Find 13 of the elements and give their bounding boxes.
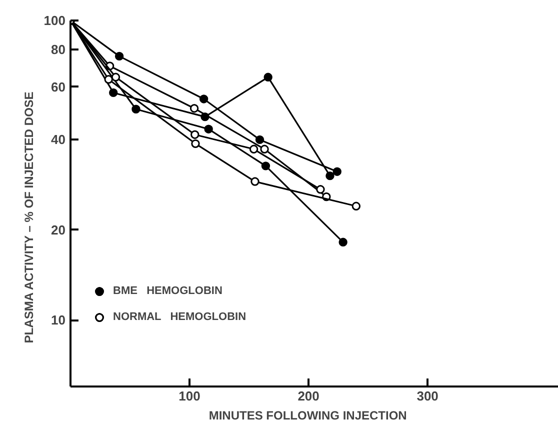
y-tick-label: 100 (44, 13, 66, 28)
y-tick-label: 20 (51, 222, 66, 238)
x-axis-title: MINUTES FOLLOWING INJECTION (208, 408, 407, 422)
y-tick-label: 60 (51, 79, 66, 94)
x-tick-label: 100 (178, 388, 200, 404)
legend-label: BME HEMOGLOBIN (113, 285, 222, 297)
legend-label: NORMAL HEMOGLOBIN (113, 311, 246, 323)
x-tick-label: 300 (416, 388, 438, 404)
y-axis-title: PLASMA ACTIVITY – % OF INJECTED DOSE (22, 92, 36, 344)
y-tick-label: 10 (51, 312, 66, 328)
x-tick-label: 200 (298, 388, 320, 404)
y-tick-label: 40 (51, 132, 66, 148)
y-tick-label: 80 (51, 42, 66, 58)
